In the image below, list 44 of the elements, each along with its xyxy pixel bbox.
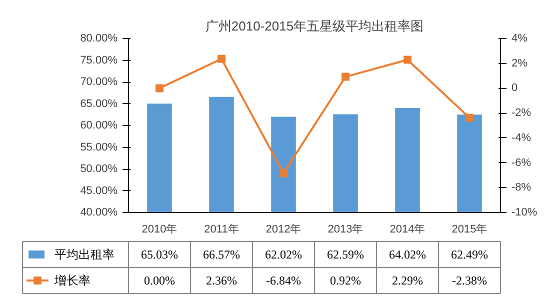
legend-label: 增长率 [54,274,90,288]
data-label: 2.29% [392,274,423,288]
chart-title: 广州2010-2015年五星级平均出租率图 [205,18,424,34]
data-label: 62.02% [265,248,302,262]
point [466,114,474,122]
point [218,54,226,63]
data-label: 2.36% [206,274,237,288]
point [156,84,164,92]
y-tick-label: 75.00% [80,54,118,66]
y2-tick-label: -10% [512,206,538,218]
y-tick-label: 70.00% [80,76,118,88]
y-tick-label: 55.00% [80,141,118,154]
y2-tick-label: -8% [512,182,532,194]
data-label: 62.59% [327,248,364,262]
point [280,169,288,178]
y-tick-label: 65.00% [80,98,118,110]
data-label: 0.92% [330,274,361,288]
y2-tick-label: -6% [512,156,532,169]
point [342,72,350,81]
y-tick-label: 50.00% [80,163,118,175]
x-tick-label: 2011年 [204,224,239,236]
y2-tick-label: -2% [512,107,532,120]
y-tick-label: 60.00% [80,120,118,132]
y2-tick-label: -4% [512,132,532,144]
point [404,56,412,64]
y-tick-label: 80.00% [80,32,118,44]
data-label: 65.03% [141,248,178,262]
y-tick-label: 45.00% [80,184,118,197]
y2-tick-label: 2% [512,57,528,70]
data-label: 0.00% [144,274,175,288]
x-tick-label: 2015年 [452,224,488,236]
y2-tick-label: 0 [512,82,518,94]
data-label: 66.57% [203,248,240,262]
data-label: -6.84% [266,274,302,288]
y2-tick-label: 4% [512,32,528,44]
y-tick-label: 40.00% [80,206,118,218]
data-label: 64.02% [389,248,426,262]
x-tick-label: 2010年 [142,224,178,236]
x-tick-label: 2012年 [266,224,302,236]
x-tick-label: 2014年 [390,224,426,236]
legend-label: 平均出租率 [54,248,114,262]
data-label: -2.38% [452,274,488,288]
x-tick-label: 2013年 [328,224,364,236]
data-label: 62.49% [451,248,488,262]
